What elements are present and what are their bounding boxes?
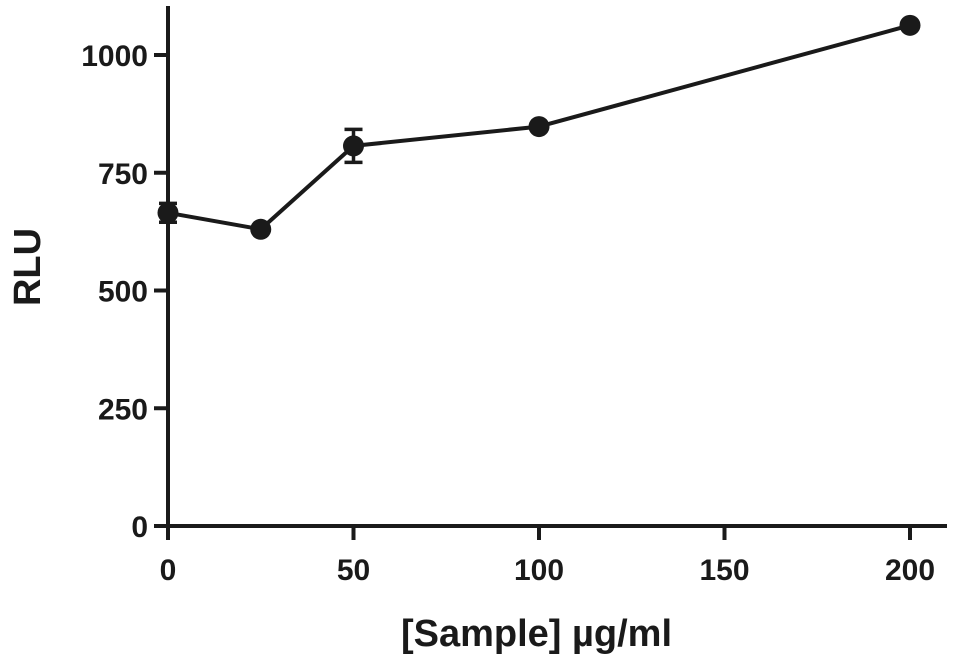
x-tick-label: 50 <box>337 554 370 587</box>
x-tick-label: 0 <box>160 554 177 587</box>
y-tick-label: 250 <box>98 393 148 426</box>
x-tick-label: 200 <box>885 554 935 587</box>
data-point <box>899 14 921 36</box>
data-point <box>157 202 179 224</box>
y-tick-label: 0 <box>131 511 148 544</box>
x-tick-label: 100 <box>514 554 564 587</box>
data-point <box>343 135 364 157</box>
y-tick-label: 750 <box>98 158 148 191</box>
x-ticks: 0 50 100 150 200 <box>160 526 935 587</box>
x-tick-label: 150 <box>699 554 749 587</box>
x-axis-title: [Sample] µg/ml <box>401 613 672 655</box>
y-ticks: 0 250 500 750 1000 <box>81 40 168 544</box>
axes <box>166 6 947 528</box>
data-point <box>528 116 550 138</box>
series-layer <box>157 14 921 240</box>
y-tick-label: 1000 <box>81 40 148 73</box>
y-axis-title: RLU <box>7 228 49 306</box>
y-tick-label: 500 <box>98 276 148 309</box>
data-point <box>250 218 272 240</box>
